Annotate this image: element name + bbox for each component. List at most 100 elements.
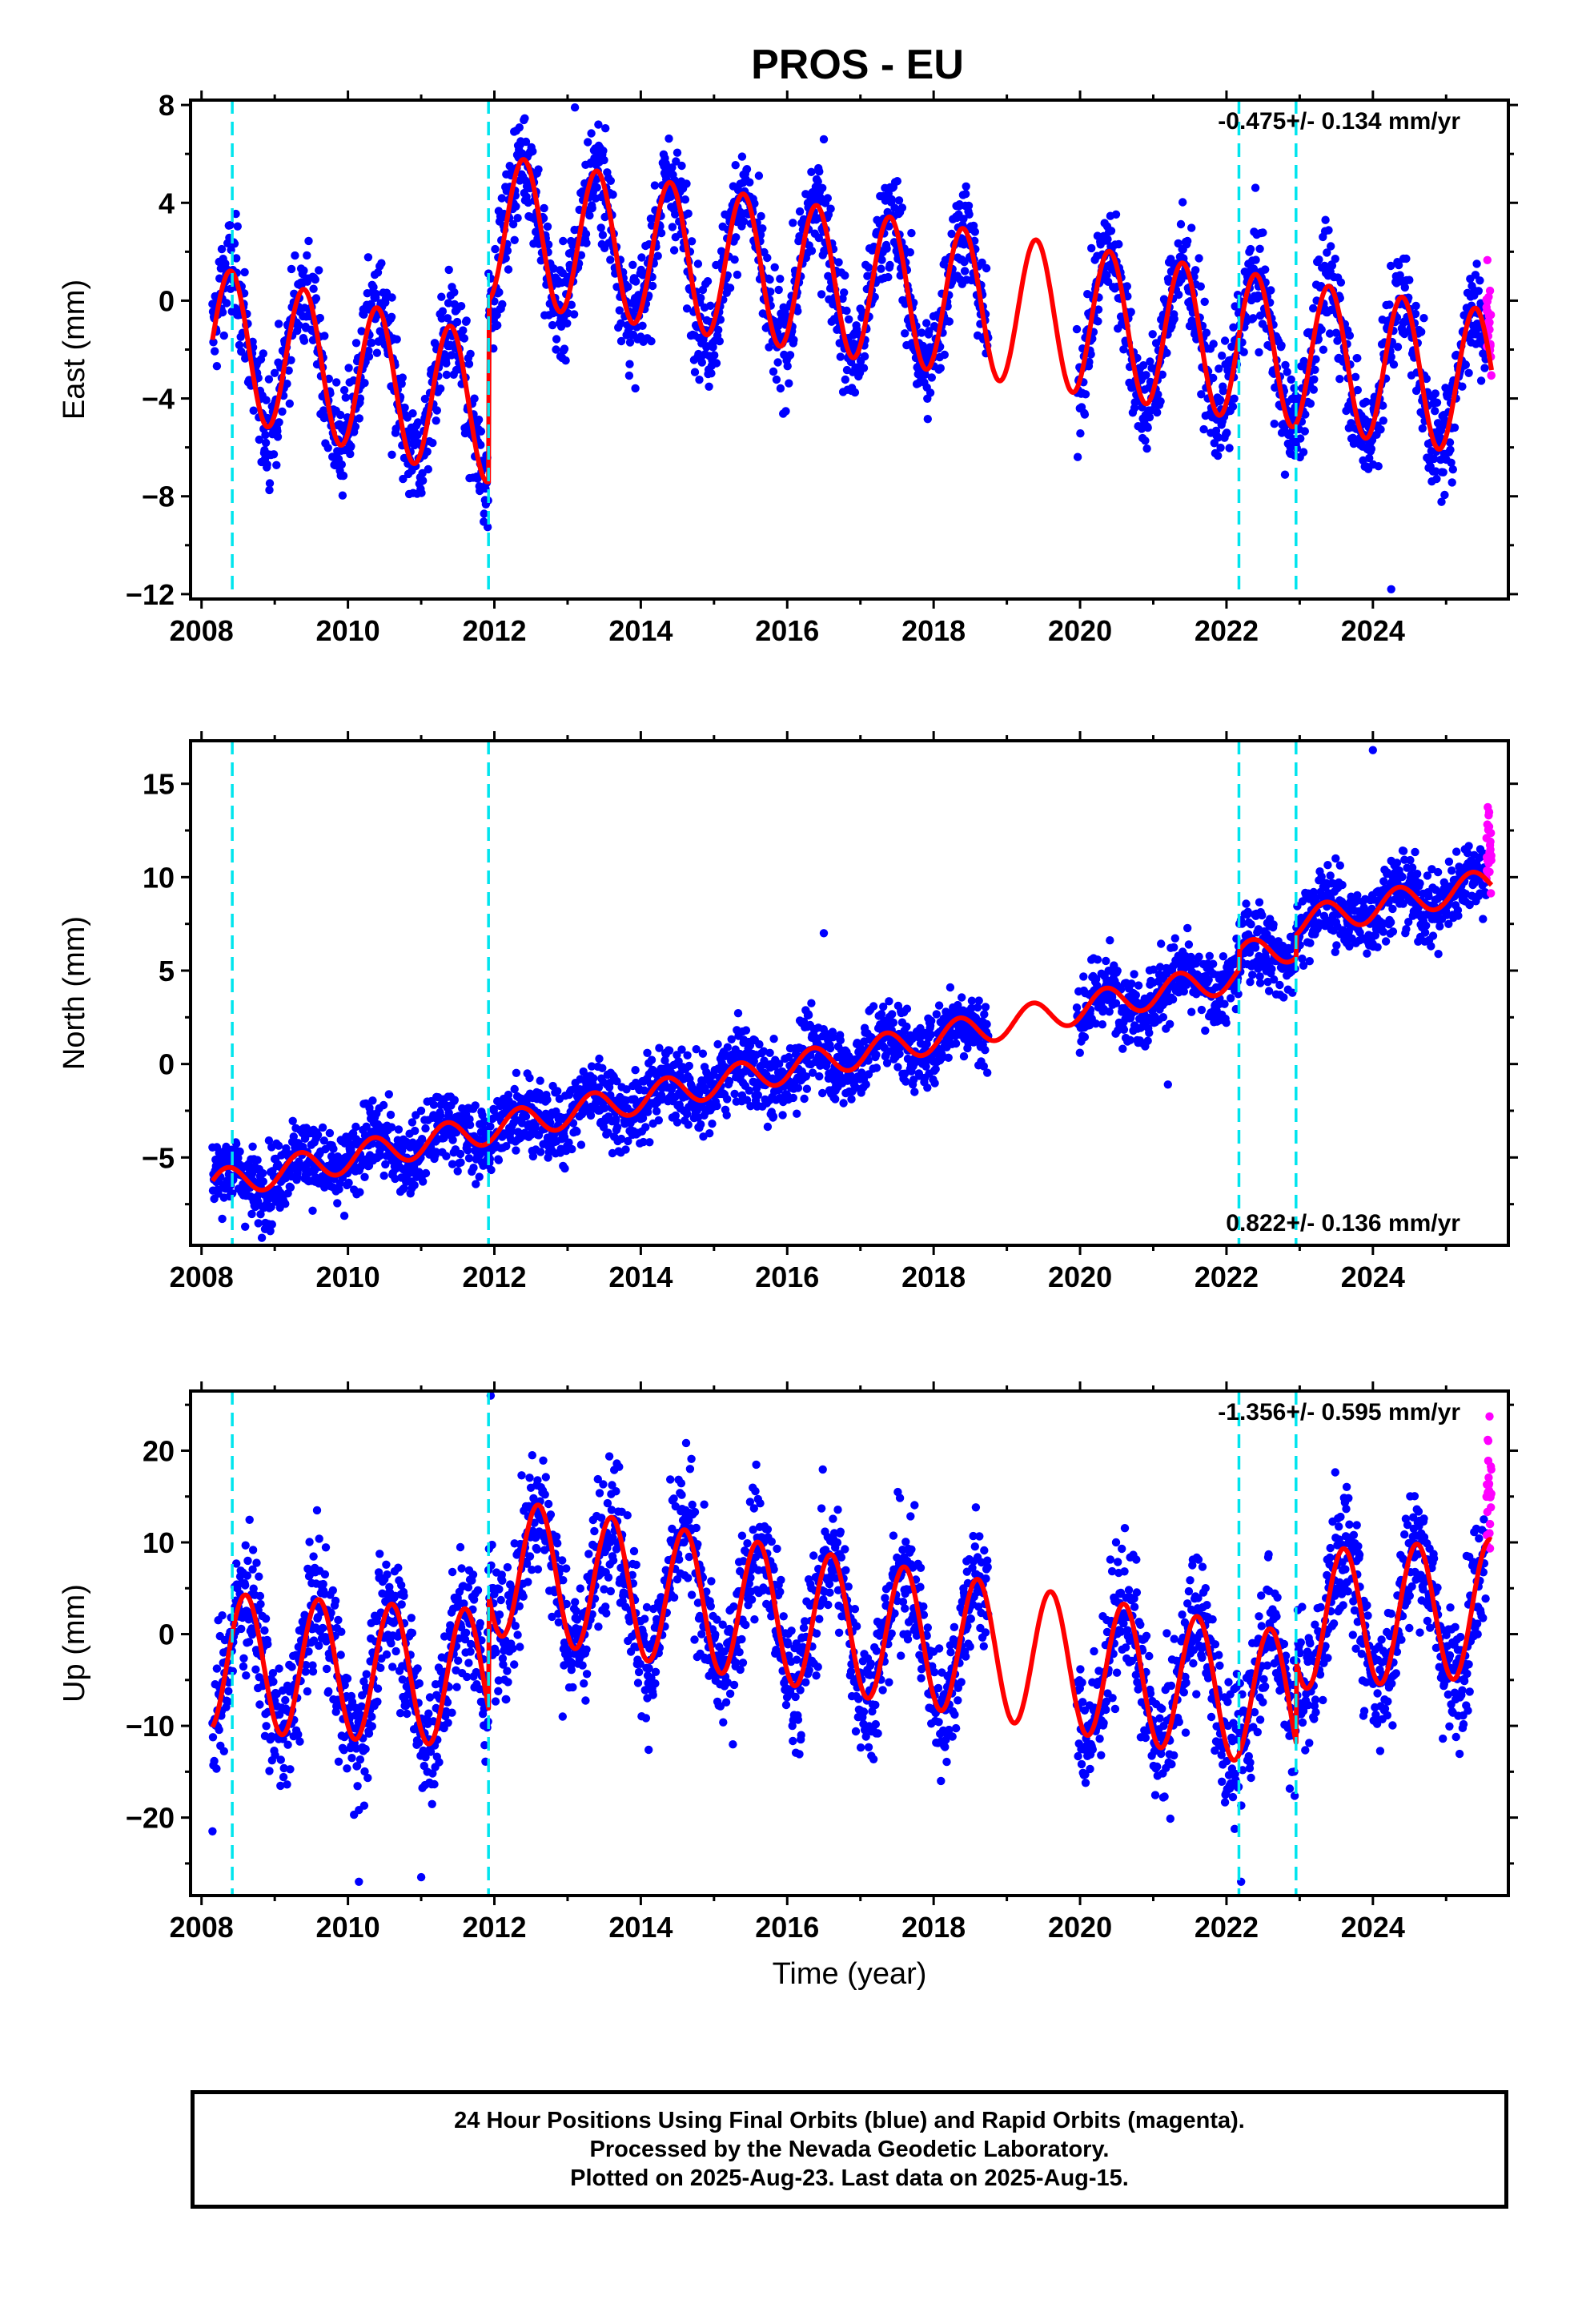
final-orbit-point [1417, 328, 1426, 336]
final-orbit-point [209, 338, 218, 347]
rapid-orbit-point [1485, 286, 1495, 296]
final-orbit-point [1311, 365, 1319, 374]
final-orbit-point [785, 351, 795, 360]
final-orbit-point [510, 235, 519, 244]
final-orbit-point [1321, 215, 1330, 224]
final-orbit-point [836, 352, 845, 361]
final-orbit-point [730, 255, 739, 264]
final-orbit-point [741, 1026, 751, 1035]
final-orbit-point [845, 315, 853, 324]
final-orbit-point [1387, 585, 1395, 593]
final-orbit-point [324, 374, 333, 384]
rapid-orbit-point [1487, 371, 1496, 380]
north-points [208, 746, 1496, 1242]
final-orbit-point [331, 460, 339, 470]
final-orbit-point [887, 195, 896, 204]
final-orbit-point [1228, 402, 1238, 411]
final-orbit-point [470, 394, 479, 403]
final-orbit-point [1405, 275, 1414, 284]
final-orbit-point [212, 362, 222, 371]
final-orbit-point [1324, 226, 1333, 235]
final-orbit-point [474, 415, 484, 424]
final-orbit-point [643, 1048, 652, 1058]
final-orbit-point [211, 347, 219, 356]
final-orbit-point [521, 137, 531, 147]
final-orbit-point [889, 1018, 898, 1027]
final-orbit-point [847, 1095, 856, 1104]
east-y-tick-label: 0 [159, 284, 175, 317]
final-orbit-point [723, 1043, 732, 1051]
final-orbit-point [495, 287, 504, 297]
final-orbit-point [309, 284, 318, 293]
final-orbit-point [682, 1109, 692, 1119]
final-orbit-point [1143, 1036, 1152, 1045]
final-orbit-point [877, 264, 885, 273]
final-orbit-point [823, 194, 833, 203]
final-orbit-point [447, 351, 456, 360]
final-orbit-point [512, 202, 520, 211]
final-orbit-point [578, 187, 587, 196]
final-orbit-point [1345, 331, 1355, 340]
final-orbit-point [338, 491, 347, 500]
final-orbit-point [902, 1004, 912, 1013]
final-orbit-point [884, 272, 893, 282]
final-orbit-point [552, 335, 561, 344]
final-orbit-point [325, 1128, 335, 1138]
final-orbit-point [428, 438, 437, 448]
final-orbit-point [707, 369, 716, 378]
final-orbit-point [789, 219, 797, 227]
final-orbit-point [902, 1022, 911, 1031]
final-orbit-point [730, 1089, 739, 1099]
final-orbit-point [1393, 343, 1403, 352]
final-orbit-point [785, 379, 793, 388]
final-orbit-point [1126, 308, 1135, 316]
east-x-tick-label: 2014 [608, 614, 673, 647]
final-orbit-point [1094, 317, 1102, 326]
final-orbit-point [923, 1084, 932, 1092]
final-orbit-point [387, 293, 396, 302]
final-orbit-point [437, 292, 446, 301]
final-orbit-point [1080, 1032, 1090, 1042]
final-orbit-point [755, 1039, 764, 1049]
final-orbit-point [1269, 920, 1278, 929]
final-orbit-point [1081, 390, 1090, 399]
final-orbit-point [486, 1122, 495, 1131]
final-orbit-point [368, 1096, 377, 1105]
final-orbit-point [684, 1120, 693, 1129]
final-orbit-point [411, 1126, 420, 1136]
final-orbit-point [1170, 934, 1180, 943]
east-y-tick-label: −4 [142, 383, 175, 416]
final-orbit-point [962, 182, 970, 191]
final-orbit-point [1227, 994, 1235, 1003]
final-orbit-point [980, 1010, 989, 1019]
final-orbit-point [1156, 397, 1165, 406]
final-orbit-point [528, 147, 537, 156]
final-orbit-point [1255, 244, 1264, 253]
final-orbit-point [598, 231, 608, 239]
final-orbit-point [1214, 451, 1223, 460]
final-orbit-point [606, 255, 615, 264]
final-orbit-point [476, 440, 485, 449]
final-orbit-point [263, 460, 271, 469]
final-orbit-point [637, 253, 646, 262]
final-orbit-point [355, 1188, 364, 1196]
final-orbit-point [970, 227, 980, 236]
final-orbit-point [1170, 315, 1178, 324]
final-orbit-point [508, 219, 518, 229]
final-orbit-point [483, 523, 492, 532]
final-orbit-point [1148, 330, 1157, 339]
final-orbit-point [807, 247, 817, 255]
final-orbit-point [226, 220, 235, 230]
final-orbit-point [831, 1095, 840, 1104]
final-orbit-point [1153, 408, 1162, 417]
final-orbit-point [1076, 429, 1085, 438]
final-orbit-point [1267, 286, 1275, 295]
final-orbit-point [1087, 243, 1096, 253]
final-orbit-point [521, 1112, 531, 1121]
final-orbit-point [690, 368, 700, 376]
final-orbit-point [240, 267, 249, 277]
final-orbit-point [540, 203, 548, 213]
final-orbit-point [1251, 183, 1260, 192]
final-orbit-point [274, 1141, 283, 1150]
final-orbit-point [304, 236, 313, 246]
